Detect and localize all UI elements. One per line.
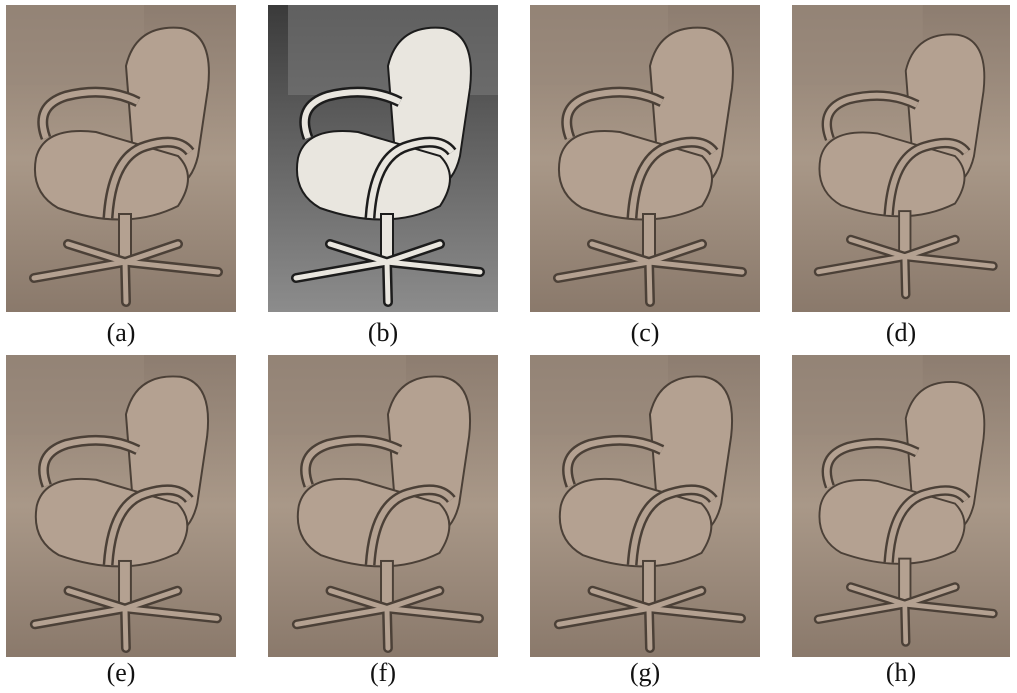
panel-label: (e): [107, 658, 136, 687]
wall: [792, 5, 923, 85]
wall: [6, 355, 144, 435]
panel: (h): [792, 355, 1010, 687]
panel: (g): [530, 355, 760, 687]
panel: (a): [6, 5, 236, 347]
panel-label: (c): [631, 318, 660, 347]
figure: (a) (b) (c) (d) (e) (f) (g) (h): [0, 0, 1017, 693]
wall: [6, 5, 144, 85]
wall: [792, 355, 923, 435]
panel-label: (a): [107, 318, 136, 347]
panel-label: (d): [886, 318, 916, 347]
panel: (f): [268, 355, 498, 687]
wall: [268, 355, 406, 435]
panel-label: (f): [370, 658, 396, 687]
panel-label: (g): [630, 658, 660, 687]
panel: (b): [268, 5, 498, 347]
page: {"panels": [ {"label": "(a)"}, {"label":…: [0, 0, 1017, 693]
panel: (e): [6, 355, 236, 687]
panel: (d): [792, 5, 1010, 347]
panel: (c): [530, 5, 760, 347]
wall: [530, 355, 668, 435]
panel-label: (h): [886, 658, 916, 687]
wall: [530, 5, 668, 85]
panel-label: (b): [368, 318, 398, 347]
